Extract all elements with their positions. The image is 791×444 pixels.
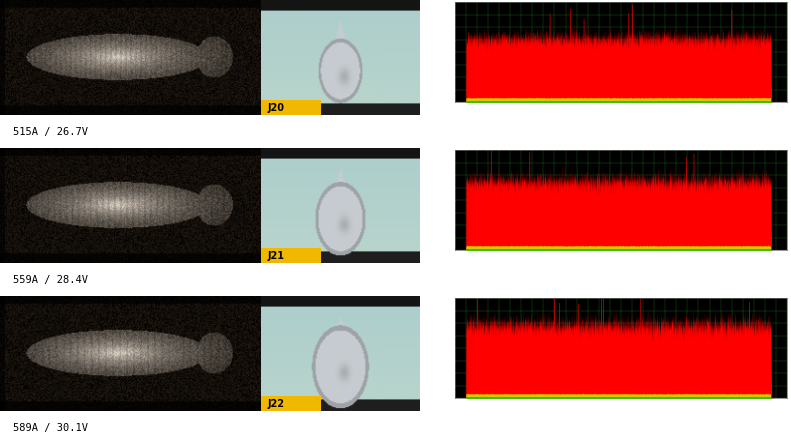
Text: 559A / 28.4V: 559A / 28.4V — [13, 275, 88, 285]
Bar — [261, 249, 321, 263]
Bar — [261, 396, 321, 412]
Y-axis label: Current (A) / Voltage (V) / RPM: Current (A) / Voltage (V) / RPM — [437, 170, 441, 230]
Text: J22: J22 — [267, 399, 284, 409]
X-axis label: Time (sec): Time (sec) — [610, 111, 632, 115]
Y-axis label: Current (A) / Voltage (V) / RPM: Current (A) / Voltage (V) / RPM — [437, 319, 441, 378]
X-axis label: Time (sec): Time (sec) — [610, 407, 632, 411]
X-axis label: Time (sec): Time (sec) — [610, 259, 632, 263]
Text: 589A / 30.1V: 589A / 30.1V — [13, 423, 88, 433]
Text: J21: J21 — [267, 251, 284, 261]
Text: J20: J20 — [267, 103, 284, 113]
Text: 515A / 26.7V: 515A / 26.7V — [13, 127, 88, 137]
Y-axis label: Current (A) / Voltage (V) / RPM: Current (A) / Voltage (V) / RPM — [437, 23, 441, 82]
Bar — [261, 100, 321, 115]
